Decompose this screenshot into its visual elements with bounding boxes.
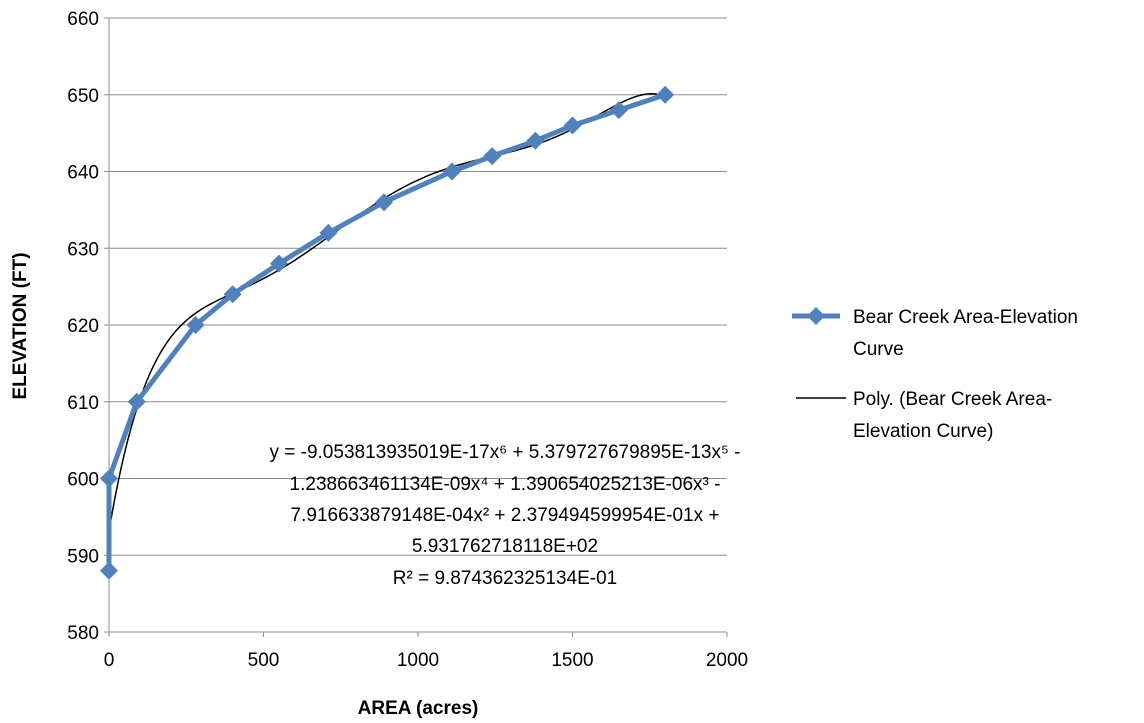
grid-lines	[109, 17, 727, 556]
data-point-marker	[563, 116, 582, 135]
y-tick-labels: 580 590 600 610 620 630 640 650 660	[67, 9, 99, 644]
data-point-marker	[319, 223, 338, 242]
legend-marker-diamond	[807, 307, 825, 325]
legend-label-series-line2: Curve	[853, 339, 904, 360]
x-tick-label: 500	[248, 650, 280, 671]
x-tick-label: 1000	[397, 650, 439, 671]
data-point-marker	[656, 85, 675, 104]
legend-label-trendline-line1: Poly. (Bear Creek Area-	[853, 389, 1052, 410]
data-series	[100, 85, 675, 580]
equation-line: 5.931762718118E+02	[412, 536, 598, 557]
data-point-marker	[375, 193, 394, 212]
y-tick-label: 640	[67, 163, 99, 184]
data-point-marker	[526, 131, 545, 150]
trendline-path	[108, 93, 666, 531]
y-tick-label: 600	[67, 470, 99, 491]
equation-line: 1.238663461134E-09x⁴ + 1.390654025213E-0…	[290, 474, 721, 495]
data-point-marker	[100, 561, 118, 580]
x-tick-label: 1500	[551, 650, 593, 671]
data-point-marker	[483, 147, 502, 166]
data-point-marker	[127, 392, 146, 411]
polynomial-trendline	[108, 93, 666, 531]
y-tick-label: 630	[67, 239, 99, 260]
legend-label-series-line1: Bear Creek Area-Elevation	[853, 307, 1078, 328]
data-point-marker	[223, 285, 242, 304]
y-tick-label: 580	[67, 623, 99, 644]
y-tick-label: 660	[67, 9, 99, 30]
y-tick-label: 650	[67, 86, 99, 107]
data-point-marker	[186, 316, 205, 334]
equation-line: 7.916633879148E-04x² + 2.379494599954E-0…	[291, 505, 720, 526]
trendline-equation: y = -9.053813935019E-17x⁶ + 5.3797276798…	[269, 442, 740, 589]
legend-label-trendline-line2: Elevation Curve)	[853, 421, 993, 442]
data-point-marker	[609, 101, 628, 120]
y-axis-title: ELEVATION (FT)	[10, 252, 31, 399]
y-tick-label: 590	[67, 546, 99, 567]
x-tick-label: 2000	[706, 650, 748, 671]
y-tick-label: 610	[67, 393, 99, 414]
data-point-marker	[442, 162, 461, 181]
equation-line: y = -9.053813935019E-17x⁶ + 5.3797276798…	[269, 442, 740, 463]
data-point-marker	[100, 469, 118, 488]
x-tick-labels: 0 500 1000 1500 2000	[104, 650, 748, 671]
series-line	[106, 92, 668, 574]
data-point-marker	[269, 254, 288, 273]
x-axis-title: AREA (acres)	[358, 698, 479, 719]
equation-line: R² = 9.874362325134E-01	[393, 568, 617, 589]
legend: Bear Creek Area-Elevation Curve Poly. (B…	[792, 307, 1078, 442]
y-tick-label: 620	[67, 316, 99, 337]
x-tick-label: 0	[104, 650, 115, 671]
